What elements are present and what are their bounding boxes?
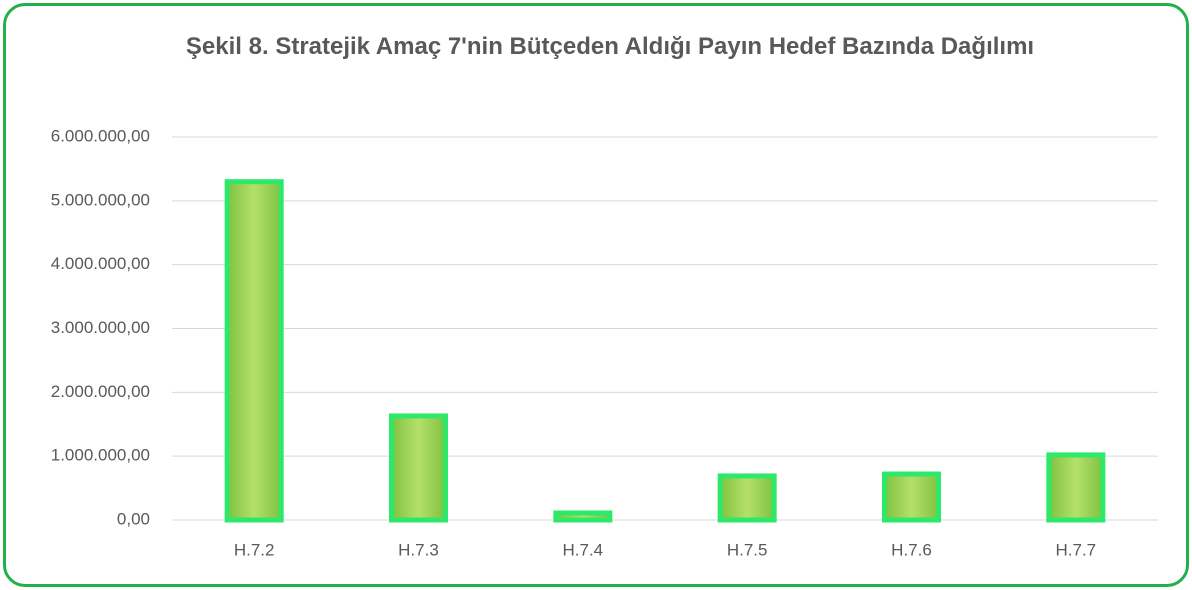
- y-tick-label: 1.000.000,00: [51, 446, 150, 465]
- bar: [224, 179, 284, 523]
- x-tick-label: H.7.2: [234, 540, 275, 559]
- bar: [882, 471, 941, 523]
- bar: [389, 413, 448, 523]
- bar: [717, 473, 777, 523]
- x-tick-label: H.7.5: [727, 540, 768, 559]
- y-tick-label: 2.000.000,00: [51, 382, 150, 401]
- x-tick-label: H.7.6: [891, 540, 932, 559]
- y-tick-label: 6.000.000,00: [51, 126, 150, 145]
- y-tick-label: 0,00: [117, 509, 150, 528]
- x-tick-label: H.7.7: [1056, 540, 1097, 559]
- y-tick-label: 5.000.000,00: [51, 190, 150, 209]
- y-tick-label: 3.000.000,00: [51, 318, 150, 337]
- bar: [1046, 452, 1106, 523]
- y-tick-label: 4.000.000,00: [51, 254, 150, 273]
- bar: [553, 510, 613, 523]
- chart-frame: [3, 3, 1189, 587]
- x-tick-label: H.7.3: [398, 540, 439, 559]
- chart-title: Şekil 8. Stratejik Amaç 7'nin Bütçeden A…: [185, 33, 1035, 60]
- x-tick-label: H.7.4: [563, 540, 604, 559]
